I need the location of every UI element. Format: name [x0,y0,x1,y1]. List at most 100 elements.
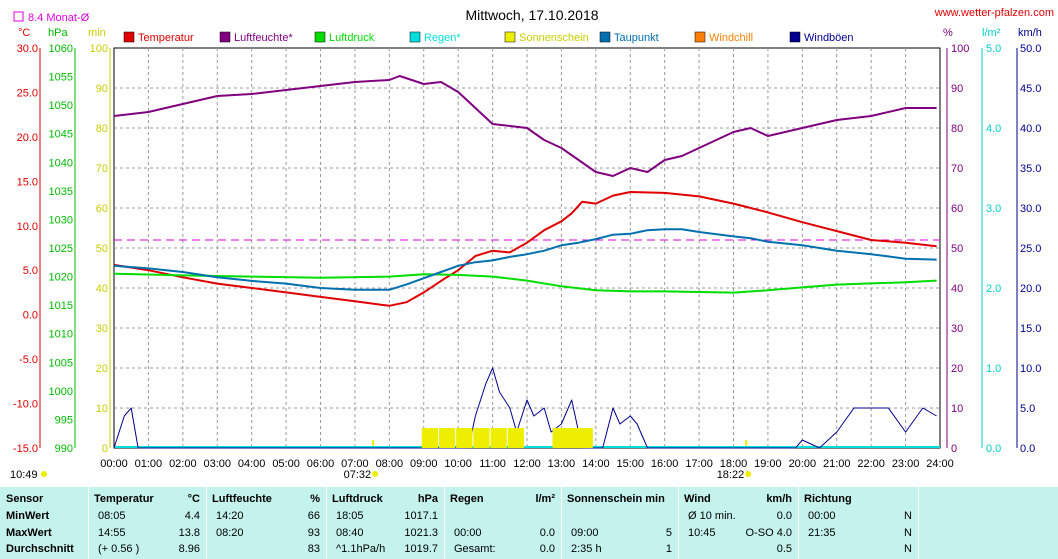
stats-table: Sensor Temperatur °C Luftfeuchte% Luftdruck h… [0,487,1058,559]
table-separator [444,487,445,559]
x-tick-label: 01:00 [135,458,163,470]
table-cell: 1 [665,543,672,555]
legend-swatch [409,31,421,43]
avg-legend-box [13,11,24,22]
legend-swatch [789,31,801,43]
legend-label: Luftdruck [329,32,375,44]
pressure-tick-label: 990 [55,443,73,455]
temp-tick-label: -10.0 [13,399,38,411]
humidity-tick-label: 20 [951,363,963,375]
sunrise-dot [372,471,379,477]
table-cell: Ø 10 min. [688,510,736,522]
pressure-tick-label: 1025 [49,243,73,255]
table-cell: 66 [307,510,320,522]
unit-temp: °C [18,27,30,39]
table-cell: 08:40 [336,527,364,539]
table-separator [206,487,207,559]
sun-tick-label: 60 [96,203,108,215]
x-tick-label: 10:00 [444,458,472,470]
temp-tick-label: 5.0 [23,265,38,277]
table-separator [918,487,919,559]
temp-tick-label: -15.0 [13,443,38,455]
humidity-series [113,75,937,177]
table-cell: 00:00 [454,527,482,539]
wind-tick-label: 25.0 [1020,243,1041,255]
pressure-tick-label: 1010 [49,329,73,341]
sun-tick-label: 90 [96,83,108,95]
table-cell: 08:05 [98,510,126,522]
table-cell: 14:20 [216,510,244,522]
chart-title: Mittwoch, 17.10.2018 [465,7,598,23]
table-cell: O-SO 4.0 [745,527,792,539]
rain-tick-label: 4.0 [986,123,1001,135]
table-cell: (+ 0.56 ) [98,543,140,555]
sun-tick-label: 30 [96,323,108,335]
windgust-series [113,367,937,449]
x-tick-label: 09:00 [410,458,438,470]
dewpoint-series [113,228,937,291]
table-header: Regen [450,493,484,505]
x-tick-label: 22:00 [857,458,885,470]
legend-swatch [314,31,326,43]
humidity-tick-label: 40 [951,283,963,295]
table-cell: 5 [665,527,672,539]
sun-tick-label: 10 [96,403,108,415]
rain-tick-label: 2.0 [986,283,1001,295]
x-tick-label: 11:00 [479,458,506,470]
avg-label: 8.4 Monat-Ø [28,12,90,24]
sun-tick-label: 80 [96,123,108,135]
wind-tick-label: 50.0 [1020,43,1041,55]
sunshine-bar [473,428,490,448]
humidity-tick-label: 50 [951,243,963,255]
temperature-series [113,191,937,307]
rain-tick-label: 5.0 [986,43,1001,55]
table-header: Sensor [6,493,44,505]
x-tick-label: 13:00 [548,458,576,470]
x-tick-label: 06:00 [307,458,335,470]
legend-label: Sonnenschein [519,32,589,44]
table-cell: Gesamt: [454,543,496,555]
table-cell: 10:45 [688,527,716,539]
table-header: Luftfeuchte [212,493,272,505]
wind-tick-label: 45.0 [1020,83,1041,95]
sunset-dot [745,471,752,477]
table-header: Richtung [804,493,852,505]
table-cell: 0.0 [776,510,792,522]
temp-tick-label: 15.0 [17,176,38,188]
x-tick-label: 12:00 [513,458,541,470]
temp-tick-label: -5.0 [19,354,38,366]
now-time-label: 10:49 [10,469,38,481]
table-header-unit: °C [187,493,200,505]
pressure-tick-label: 1035 [49,186,73,198]
legend-label: Taupunkt [614,32,659,44]
pressure-tick-label: 1030 [49,214,73,226]
temp-tick-label: 10.0 [17,221,38,233]
temp-tick-label: 30.0 [17,43,38,55]
wind-tick-label: 40.0 [1020,123,1041,135]
legend-swatch [123,31,135,43]
humidity-tick-label: 80 [951,123,963,135]
unit-humidity: % [943,27,953,39]
legend-swatch [219,31,231,43]
table-cell: 4.4 [184,510,200,522]
sunshine-bar [490,428,507,448]
humidity-tick-label: 90 [951,83,963,95]
sunshine-bar [456,428,473,448]
x-tick-label: 02:00 [169,458,197,470]
wind-tick-label: 30.0 [1020,203,1041,215]
unit-pressure: hPa [48,27,68,39]
sun-tick-label: 20 [96,363,108,375]
sun-tick-label: 0 [102,443,108,455]
legend-swatch [694,31,706,43]
legend-label: Luftfeuchte* [234,32,293,44]
sunshine-bar [438,428,456,448]
table-header: Temperatur [94,493,154,505]
table-separator [88,487,89,559]
legend-label: Windböen [804,32,854,44]
table-header-unit: km/h [766,493,792,505]
table-cell: 83 [307,543,320,555]
sunshine-bar [507,428,524,448]
x-tick-label: 20:00 [789,458,817,470]
table-cell: 0.0 [539,527,555,539]
table-cell: 93 [307,527,320,539]
